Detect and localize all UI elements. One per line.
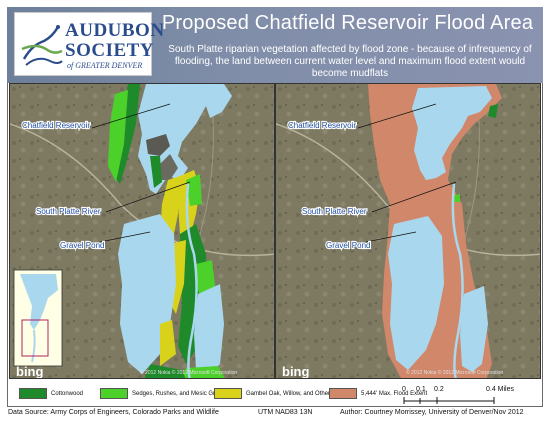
scale-label-2: 0.2 bbox=[434, 386, 444, 393]
scale-bar: 0 0.1 0.2 0.4 Miles bbox=[402, 386, 542, 406]
mud-area bbox=[146, 134, 170, 156]
scale-label-1: 0.1 bbox=[416, 386, 426, 393]
leader-line bbox=[357, 103, 437, 129]
pond-water bbox=[460, 286, 488, 372]
bing-logo: bing bbox=[282, 364, 309, 379]
reservoir-water bbox=[412, 86, 492, 180]
cottonwood-area bbox=[488, 104, 498, 118]
flood-extent-map[interactable]: Chatfield Reservoir South Platte River G… bbox=[275, 83, 541, 379]
legend-swatch-shrub bbox=[214, 388, 242, 399]
shrub-area bbox=[160, 320, 176, 366]
leader-line bbox=[371, 181, 457, 213]
reservoir-label: Chatfield Reservoir bbox=[288, 121, 356, 130]
cottonwood-area bbox=[150, 156, 162, 188]
sedges-area bbox=[181, 366, 225, 378]
map-copyright: © 2012 Nokia © 2012 Microsoft Corporatio… bbox=[140, 369, 237, 376]
legend: Cottonwood Sedges, Rushes, and Mesic Gra… bbox=[7, 386, 543, 407]
pond-water bbox=[194, 284, 224, 374]
river-line bbox=[451, 183, 464, 378]
leader-line bbox=[99, 231, 151, 243]
scale-label-0: 0 bbox=[402, 386, 406, 393]
legend-label-cottonwood: Cottonwood bbox=[51, 391, 84, 397]
leader-line bbox=[91, 103, 171, 129]
logo-line1: AUDUBON bbox=[65, 20, 165, 41]
scale-label-3: 0.4 Miles bbox=[486, 386, 515, 393]
pond-label: Gravel Pond bbox=[60, 241, 104, 250]
scale-graphic bbox=[403, 397, 495, 404]
projection: UTM NAD83 13N bbox=[258, 409, 313, 416]
river-label: South Platte River bbox=[302, 207, 367, 216]
road bbox=[276, 123, 540, 257]
vegetation-map[interactable]: Chatfield Reservoir South Platte River G… bbox=[9, 83, 275, 379]
legend-swatch-sedges bbox=[100, 388, 128, 399]
inset-locator-map bbox=[13, 269, 63, 367]
sedges-area bbox=[108, 90, 128, 182]
river-label: South Platte River bbox=[36, 207, 101, 216]
legend-label-flood: 5,444' Max. Flood Extent bbox=[361, 391, 428, 397]
logo-line2: SOCIETY bbox=[65, 40, 155, 61]
river-line bbox=[185, 183, 198, 378]
logo-line3: of GREATER DENVER bbox=[67, 61, 143, 70]
legend-label-shrub: Gambel Oak, Willow, and Other Shrub bbox=[246, 391, 348, 397]
page-title: Proposed Chatfield Reservoir Flood Area bbox=[161, 12, 534, 34]
leader-line bbox=[365, 231, 417, 243]
gravel-pond-water bbox=[388, 216, 444, 370]
leader-line bbox=[105, 181, 191, 213]
cottonwood-area bbox=[144, 364, 186, 378]
map-copyright: © 2012 Nokia © 2012 Microsoft Corporatio… bbox=[406, 369, 503, 376]
legend-label-sedges: Sedges, Rushes, and Mesic Grasses bbox=[132, 391, 231, 397]
pond-label: Gravel Pond bbox=[326, 241, 370, 250]
data-source: Data Source: Army Corps of Engineers, Co… bbox=[8, 409, 219, 416]
legend-swatch-cottonwood bbox=[19, 388, 47, 399]
author: Author: Courtney Morrissey, University o… bbox=[340, 409, 524, 416]
road bbox=[10, 123, 274, 257]
reservoir-label: Chatfield Reservoir bbox=[22, 121, 90, 130]
bing-logo: bing bbox=[16, 364, 43, 379]
page-subtitle: South Platte riparian vegetation affecte… bbox=[168, 44, 532, 79]
bird-logo-icon bbox=[21, 25, 63, 66]
legend-swatch-flood bbox=[329, 388, 357, 399]
mud-area bbox=[160, 154, 178, 180]
audubon-logo: AUDUBON SOCIETY of GREATER DENVER bbox=[14, 12, 164, 76]
